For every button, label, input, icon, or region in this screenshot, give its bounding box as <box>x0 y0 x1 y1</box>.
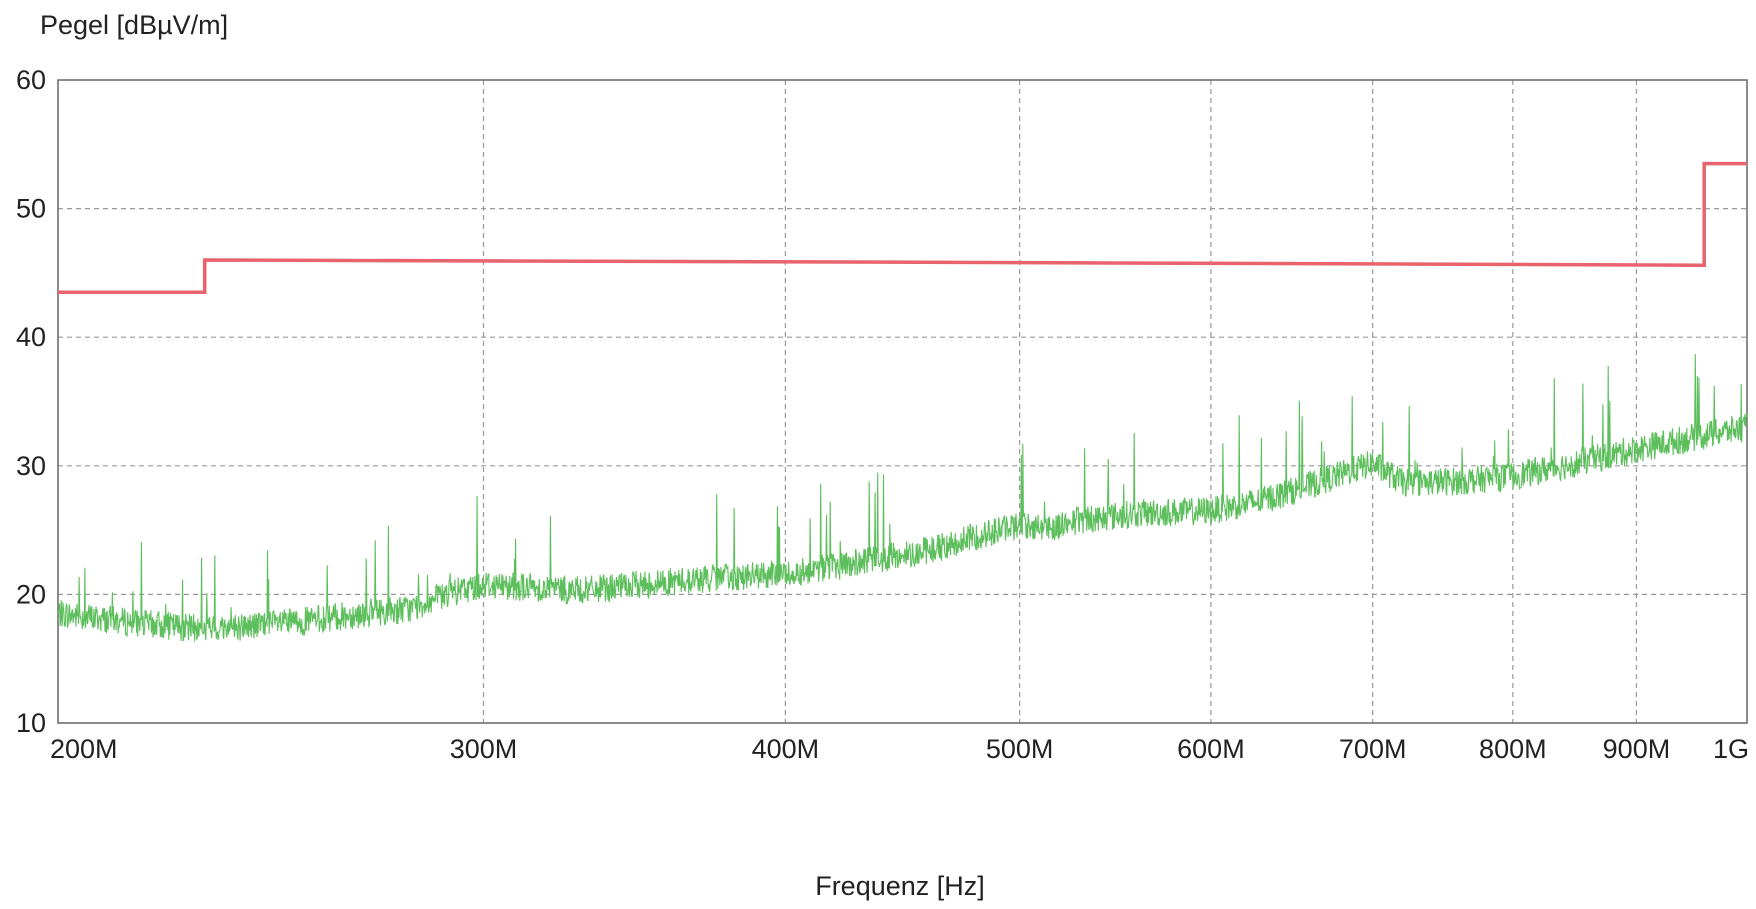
x-tick-label: 300M <box>450 734 518 764</box>
x-tick-label: 700M <box>1339 734 1407 764</box>
x-tick-labels: 200M 300M 400M 500M 600M 700M 800M 900M 1G <box>50 734 1749 764</box>
y-tick-label: 30 <box>16 451 46 481</box>
x-tick-label: 800M <box>1479 734 1547 764</box>
series-limit-line <box>58 161 1747 294</box>
series-emission-trace <box>57 353 1748 642</box>
x-tick-label: 200M <box>50 734 118 764</box>
y-tick-label: 50 <box>16 194 46 224</box>
y-tick-labels: 10 20 30 40 50 60 <box>16 65 46 738</box>
x-tick-label: 500M <box>986 734 1054 764</box>
y-tick-label: 10 <box>16 708 46 738</box>
y-tick-label: 60 <box>16 65 46 95</box>
x-tick-label: 900M <box>1603 734 1671 764</box>
y-axis-title: Pegel [dBµV/m] <box>40 10 228 40</box>
grid <box>58 80 1747 723</box>
y-tick-label: 20 <box>16 579 46 609</box>
x-tick-label: 400M <box>752 734 820 764</box>
series-group <box>57 161 1748 642</box>
x-tick-label: 1G <box>1713 734 1749 764</box>
plot-frame <box>57 79 1748 724</box>
x-axis-title: Frequenz [Hz] <box>815 871 985 901</box>
x-tick-label: 600M <box>1177 734 1245 764</box>
y-tick-label: 40 <box>16 322 46 352</box>
